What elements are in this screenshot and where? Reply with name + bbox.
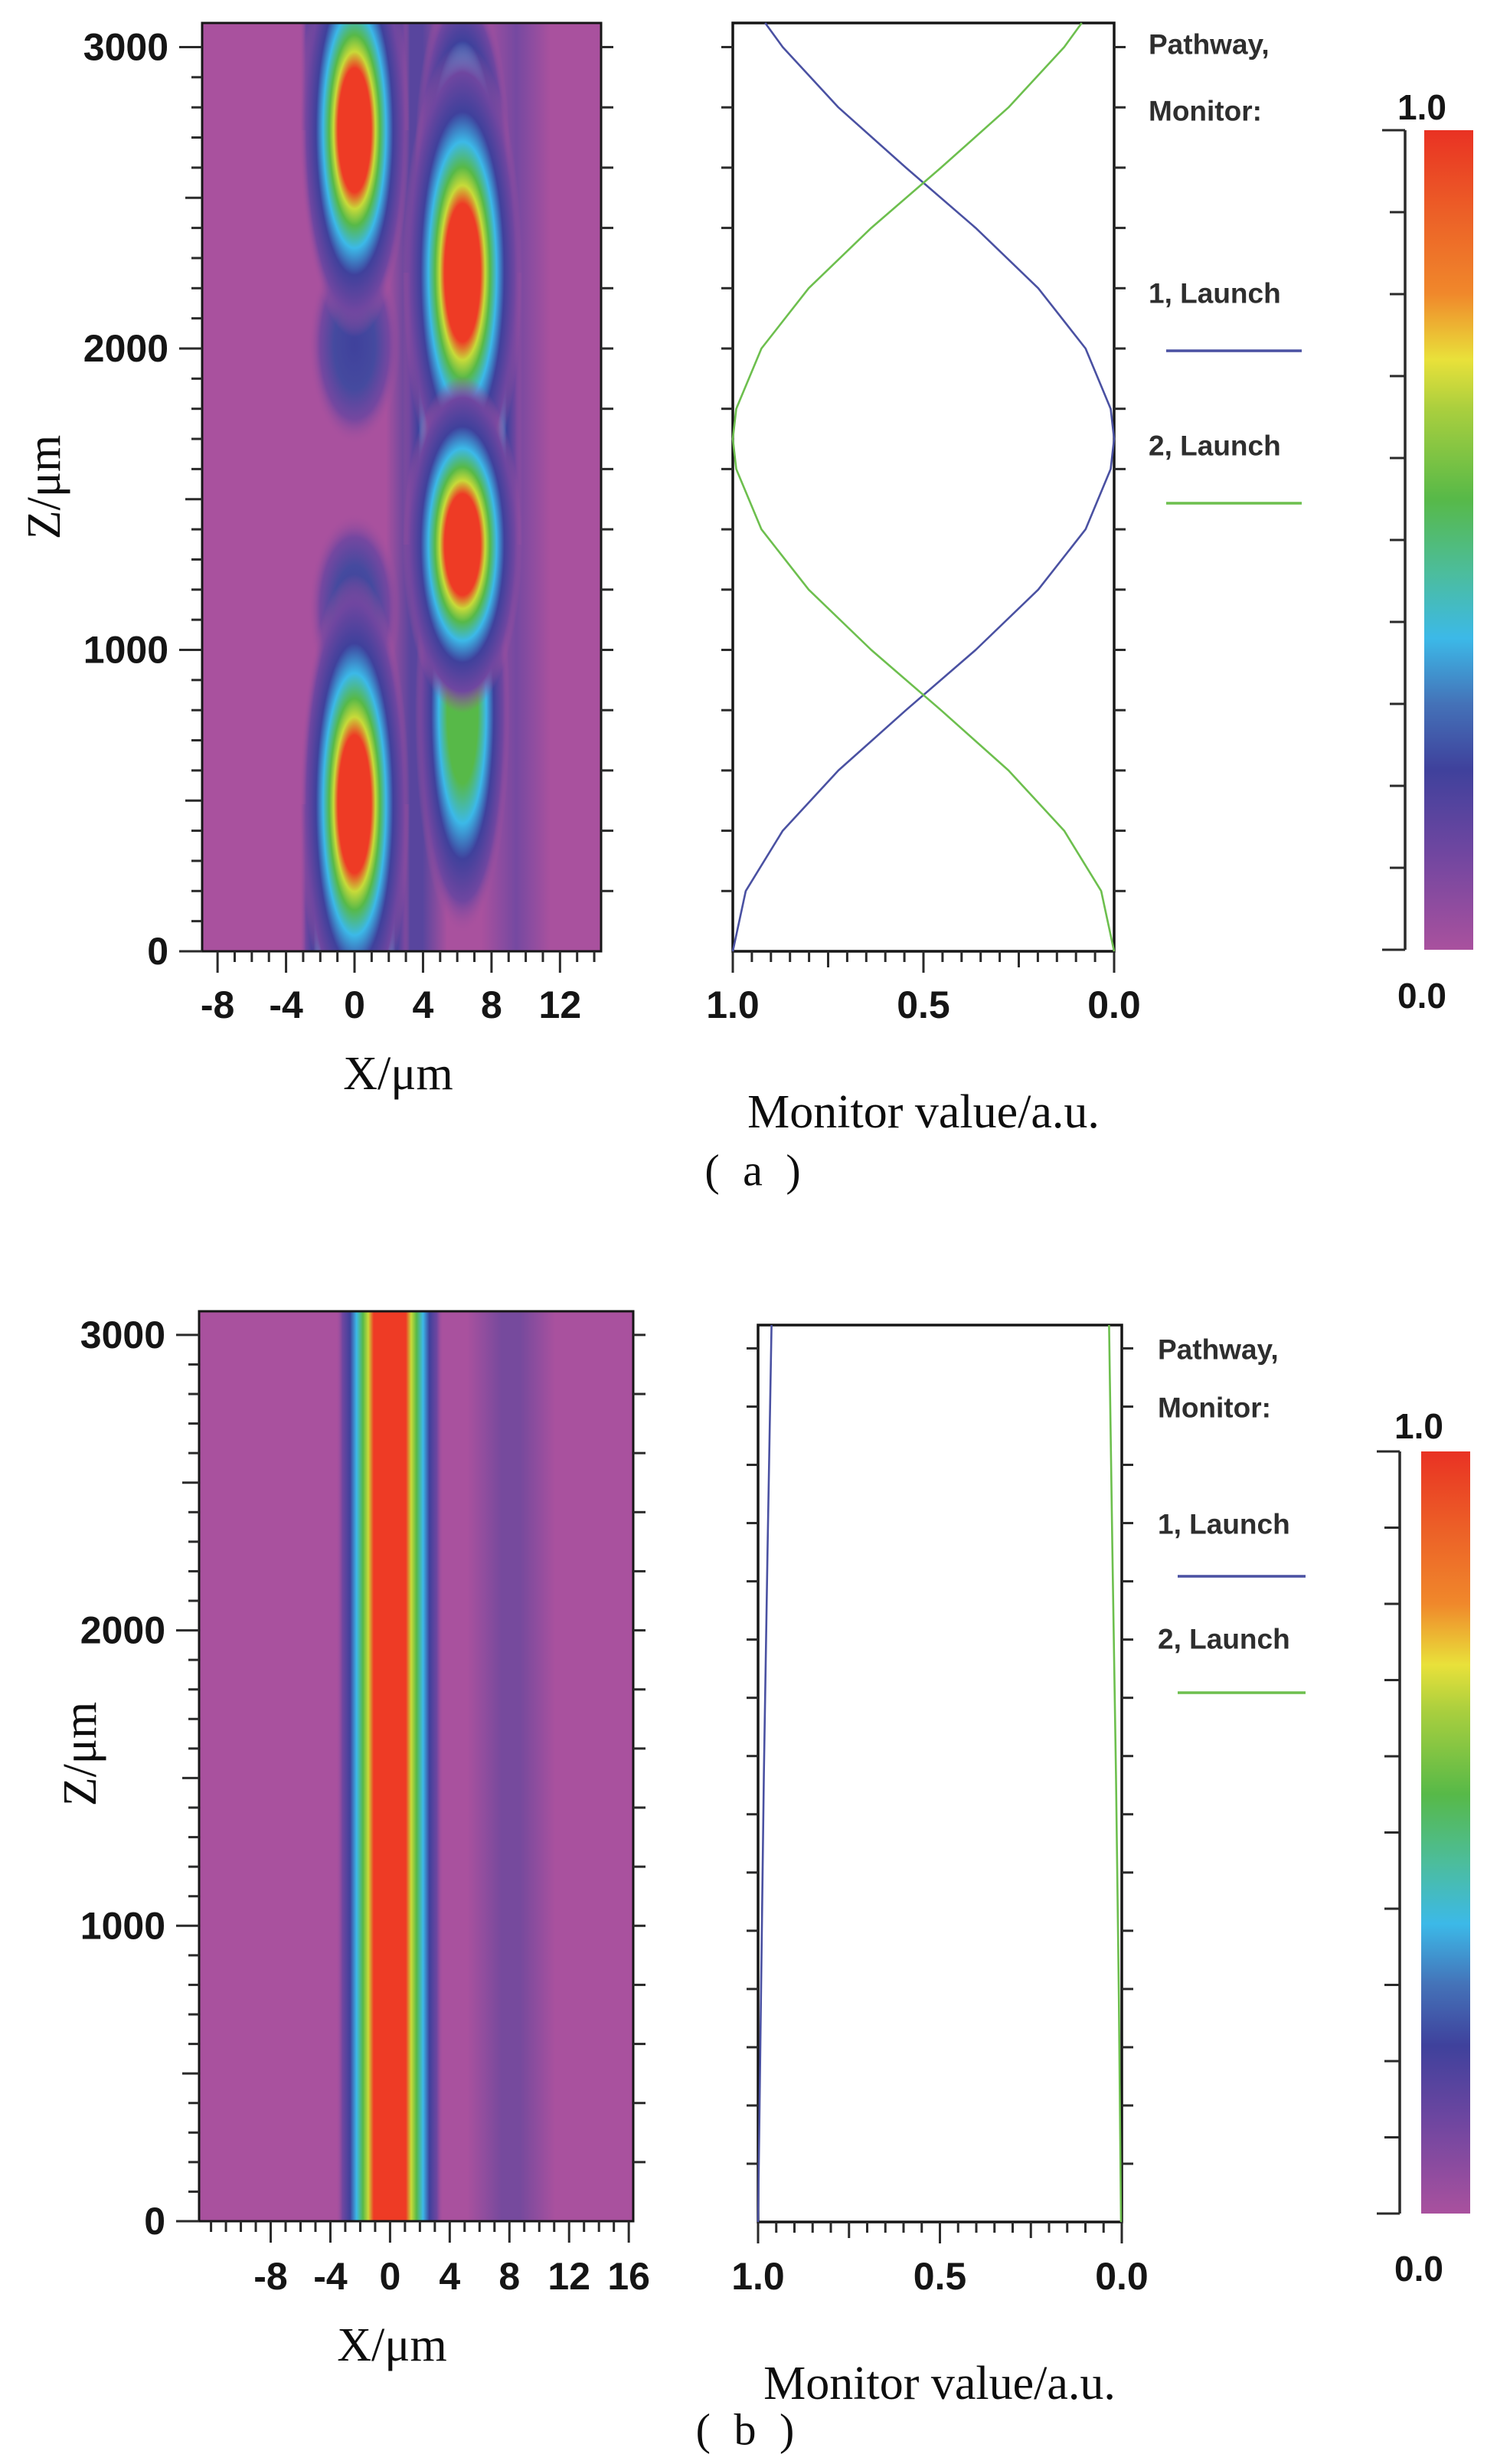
tick-label: 2000 — [83, 327, 168, 370]
legend-entry-2-label: 2, Launch — [1158, 1624, 1290, 1655]
tick-label: 1000 — [80, 1904, 165, 1947]
tick-label: 3000 — [83, 25, 168, 68]
tick-label: -8 — [253, 2255, 287, 2298]
heatmap-a-border — [201, 21, 603, 953]
tick-label: -4 — [313, 2255, 348, 2298]
colorbar-a-max-label: 1.0 — [1397, 87, 1446, 127]
legend-entry-1-label: 1, Launch — [1158, 1509, 1290, 1540]
tick-label: 0 — [379, 2255, 400, 2298]
caption-b: ( b ) — [696, 2405, 801, 2455]
legend-entry-1-label: 1, Launch — [1149, 278, 1281, 309]
tick-label: 4 — [413, 983, 434, 1026]
colorbar-b — [1421, 1451, 1470, 2214]
heatmap-a — [202, 23, 601, 951]
tick-label: 0.5 — [897, 983, 950, 1026]
legend-title-line1: Pathway, — [1158, 1334, 1279, 1366]
x-axis-label-a: X/μm — [343, 1048, 453, 1100]
tick-label: 0.5 — [914, 2255, 967, 2298]
heatmap-b — [199, 1311, 633, 2221]
axes-ticks-a: 0 1000 2000 3000 -8 -4 0 4 8 12 1.0 0.5 0.0 — [83, 22, 1407, 1026]
monitor-axis-label-b: Monitor value/a.u. — [763, 2358, 1116, 2410]
tick-label: 12 — [547, 2255, 590, 2298]
tick-label: 0.0 — [1087, 983, 1141, 1026]
legend-entry-2-label: 2, Launch — [1149, 430, 1281, 462]
tick-label: 12 — [539, 983, 582, 1026]
tick-label: 3000 — [80, 1314, 165, 1356]
tick-label: 16 — [607, 2255, 650, 2298]
tick-label: 1.0 — [731, 2255, 785, 2298]
tick-label: -4 — [269, 983, 303, 1026]
monitor-curve — [1108, 1324, 1123, 2223]
monitor-plot-a — [731, 21, 1116, 953]
legend-title-line1: Pathway, — [1149, 29, 1270, 61]
monitor-curve — [757, 1324, 773, 2223]
heatmap-b-border — [198, 1310, 635, 2223]
legend-a: Pathway, Monitor: 1, Launch 2, Launch — [1149, 29, 1302, 505]
tick-label: 8 — [481, 983, 502, 1026]
legend-title-line2: Monitor: — [1158, 1392, 1271, 1424]
monitor-plot-b — [757, 1324, 1123, 2223]
legend-b: Pathway, Monitor: 1, Launch 2, Launch — [1158, 1334, 1306, 1694]
monitor-curve — [731, 22, 1116, 952]
z-axis-label-b: Z/μm — [54, 1702, 106, 1807]
tick-label: -8 — [201, 983, 234, 1026]
tick-label: 0 — [147, 930, 168, 973]
tick-label: 1.0 — [706, 983, 760, 1026]
panel-a: 0 1000 2000 3000 -8 -4 0 4 8 12 1.0 0.5 0.0 Z/μm X/μ… — [18, 21, 1473, 1196]
tick-label: 0.0 — [1095, 2255, 1149, 2298]
monitor-axis-label-a: Monitor value/a.u. — [747, 1086, 1100, 1138]
tick-label: 0 — [344, 983, 365, 1026]
colorbar-b-min-label: 0.0 — [1394, 2249, 1443, 2289]
tick-label: 2000 — [80, 1609, 165, 1652]
tick-label: 4 — [439, 2255, 460, 2298]
z-axis-label-a: Z/μm — [18, 435, 70, 540]
caption-a: ( a ) — [704, 1146, 806, 1196]
x-axis-label-b: X/μm — [337, 2319, 446, 2371]
tick-label: 8 — [498, 2255, 520, 2298]
tick-label: 0 — [144, 2200, 165, 2243]
colorbar-a — [1424, 130, 1473, 950]
monitor-curve — [731, 22, 1116, 952]
legend-title-line2: Monitor: — [1149, 96, 1262, 127]
colorbar-a-min-label: 0.0 — [1397, 976, 1446, 1016]
tick-label: 1000 — [83, 628, 168, 671]
colorbar-b-max-label: 1.0 — [1394, 1406, 1443, 1446]
